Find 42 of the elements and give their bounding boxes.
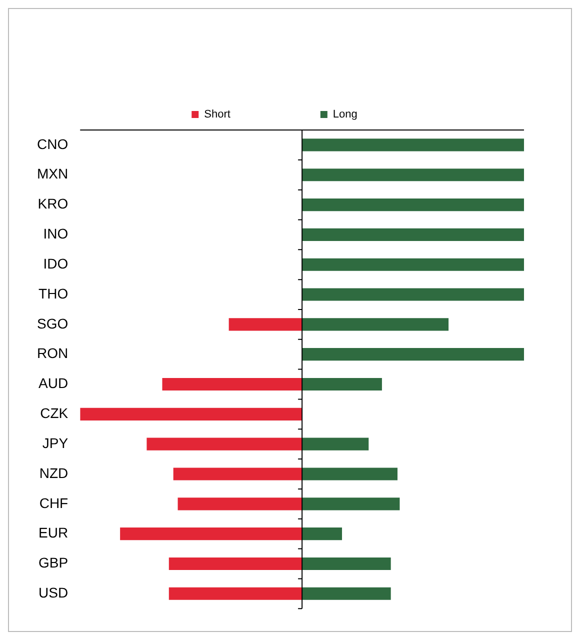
y-tick-label: MXN bbox=[36, 166, 68, 182]
bar bbox=[80, 408, 302, 420]
bar bbox=[302, 318, 449, 331]
y-tick-label: USD bbox=[38, 584, 68, 601]
y-tick-label: SGO bbox=[36, 315, 68, 332]
bar bbox=[302, 438, 369, 450]
y-tick-label: CNO bbox=[36, 136, 68, 152]
bar bbox=[120, 528, 302, 540]
bar bbox=[173, 468, 302, 480]
y-tick-label: THO bbox=[38, 285, 68, 302]
bar bbox=[302, 138, 524, 152]
bar bbox=[302, 288, 524, 301]
bar bbox=[302, 468, 398, 480]
y-tick-label: AUD bbox=[38, 375, 68, 392]
y-tick-label: EUR bbox=[38, 524, 68, 541]
y-tick-label: CZK bbox=[40, 405, 69, 422]
bar bbox=[302, 228, 524, 241]
bar bbox=[302, 168, 524, 182]
bar bbox=[302, 198, 524, 212]
legend-label: Short bbox=[204, 108, 230, 121]
bar bbox=[302, 258, 524, 271]
bar bbox=[228, 318, 302, 331]
bar bbox=[178, 498, 302, 510]
bar bbox=[146, 438, 302, 450]
bar bbox=[302, 378, 382, 391]
bar bbox=[162, 378, 302, 391]
bar bbox=[302, 528, 342, 540]
bar bbox=[168, 587, 302, 600]
y-tick-label: IDO bbox=[43, 255, 68, 272]
bar bbox=[302, 498, 400, 510]
y-tick-label: KRO bbox=[38, 196, 68, 212]
y-tick-label: NZD bbox=[39, 464, 68, 481]
y-tick-label: JPY bbox=[42, 434, 69, 451]
y-tick-label: GBP bbox=[38, 554, 68, 571]
legend-label: Long bbox=[332, 108, 358, 121]
bar bbox=[302, 348, 524, 361]
bar bbox=[168, 557, 302, 570]
y-tick-label: CHF bbox=[39, 494, 68, 511]
y-tick-label: RON bbox=[36, 345, 68, 362]
y-tick-label: INO bbox=[43, 226, 68, 242]
bar bbox=[302, 557, 391, 570]
bar bbox=[302, 587, 391, 600]
